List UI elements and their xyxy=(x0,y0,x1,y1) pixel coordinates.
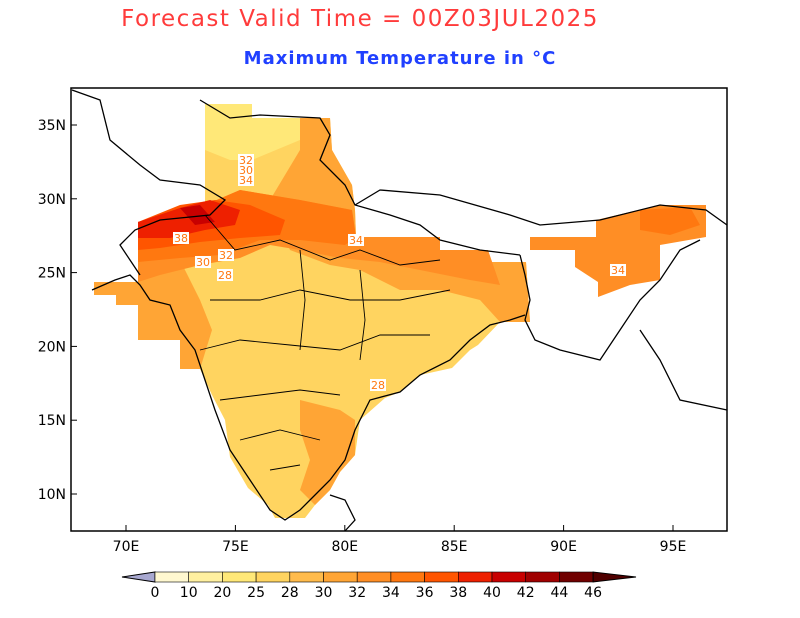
country-state-borders xyxy=(71,89,728,532)
colorbar-swatch xyxy=(559,571,594,583)
lat-label: 15N xyxy=(38,413,66,429)
temp-region-south-30-32 xyxy=(300,400,355,505)
colorbar-swatch xyxy=(222,571,257,583)
colorbar-label: 46 xyxy=(584,585,602,601)
lon-label: 85E xyxy=(441,539,468,555)
colorbar-label: 0 xyxy=(151,585,160,601)
svg-text:32: 32 xyxy=(219,249,233,262)
lon-label: 90E xyxy=(550,539,577,555)
svg-text:34: 34 xyxy=(349,234,363,247)
lon-label: 95E xyxy=(660,539,687,555)
lat-label: 10N xyxy=(38,487,66,503)
lat-label: 30N xyxy=(38,192,66,208)
temp-region-ne-34-36 xyxy=(640,207,700,235)
state-lines xyxy=(199,214,451,471)
colorbar-below-triangle xyxy=(121,571,156,583)
colorbar-above-triangle xyxy=(592,571,637,583)
colorbar-label: 44 xyxy=(550,585,568,601)
axis-ticks: 70E 75E 80E 85E 90E 95E 35N 30N 25N 20N 15N 10N xyxy=(38,118,687,555)
colorbar-swatch xyxy=(491,571,527,583)
temperature-field xyxy=(94,104,706,518)
colorbar-swatch xyxy=(289,571,324,583)
contour-label: 30 xyxy=(195,256,211,269)
contour-label: 28 xyxy=(370,379,386,392)
india-coastline xyxy=(91,274,526,521)
colorbar-swatch xyxy=(323,571,358,583)
colorbar-swatch xyxy=(525,571,560,583)
colorbar-label: 32 xyxy=(348,585,366,601)
svg-text:28: 28 xyxy=(371,379,385,392)
svg-text:32: 32 xyxy=(239,154,253,167)
bangladesh-myanmar xyxy=(519,239,701,361)
contour-label: 34 xyxy=(348,234,364,247)
china-border xyxy=(354,189,728,226)
lat-label: 25N xyxy=(38,266,66,282)
colorbar-label: 38 xyxy=(449,585,467,601)
lat-label: 20N xyxy=(38,339,66,355)
sri-lanka xyxy=(329,494,356,532)
lon-label: 70E xyxy=(113,539,140,555)
svg-text:38: 38 xyxy=(174,232,188,245)
colorbar-label: 28 xyxy=(281,585,299,601)
contour-label: 30 xyxy=(238,164,254,177)
contour-label: 34 xyxy=(238,174,254,187)
colorbar-swatch xyxy=(356,571,392,583)
svg-text:28: 28 xyxy=(218,269,232,282)
colorbar: 0 10 20 25 28 30 32 34 36 38 40 42 44 46 xyxy=(121,571,637,601)
contour-label: 32 xyxy=(218,249,234,262)
svg-text:30: 30 xyxy=(239,164,253,177)
colorbar-label: 42 xyxy=(517,585,535,601)
colorbar-label: 30 xyxy=(315,585,333,601)
temp-region-38-40 xyxy=(138,200,240,238)
pakistan-border xyxy=(71,89,227,276)
svg-text:30: 30 xyxy=(196,256,210,269)
contour-label: 28 xyxy=(217,269,233,282)
colorbar-swatch xyxy=(390,571,425,583)
lon-label: 75E xyxy=(222,539,249,555)
lat-label: 35N xyxy=(38,118,66,134)
temp-region-28-30 xyxy=(94,104,530,518)
colorbar-label: 34 xyxy=(382,585,400,601)
colorbar-label: 25 xyxy=(247,585,265,601)
colorbar-label: 20 xyxy=(213,585,231,601)
colorbar-swatch xyxy=(188,571,223,583)
contour-label: 34 xyxy=(610,264,626,277)
colorbar-label: 36 xyxy=(416,585,434,601)
colorbar-swatch xyxy=(457,571,493,583)
svg-text:34: 34 xyxy=(239,174,253,187)
colorbar-label: 10 xyxy=(180,585,198,601)
colorbar-label: 40 xyxy=(483,585,501,601)
colorbar-swatch xyxy=(255,571,291,583)
lon-label: 80E xyxy=(331,539,358,555)
colorbar-swatch xyxy=(424,571,459,583)
temp-region-40-42 xyxy=(180,205,215,225)
myanmar-coast xyxy=(639,329,728,411)
svg-text:34: 34 xyxy=(611,264,625,277)
colorbar-swatch xyxy=(154,571,190,583)
subtitle: Maximum Temperature in °C xyxy=(243,48,557,69)
contour-label: 32 xyxy=(238,154,254,167)
temp-region-30-32-west xyxy=(94,250,212,369)
title: Forecast Valid Time = 00Z03JUL2025 xyxy=(121,6,599,32)
map-frame xyxy=(70,87,728,532)
north-border xyxy=(199,99,521,256)
contour-label: 38 xyxy=(173,232,189,245)
